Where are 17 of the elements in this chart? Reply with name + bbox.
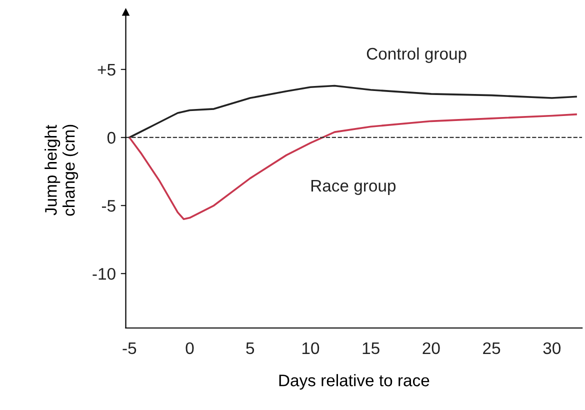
x-tick-label: 15: [362, 342, 380, 354]
x-tick-label: 0: [186, 342, 194, 354]
line-series: [128, 113, 577, 220]
y-axis-title: Jump height change (cm): [44, 124, 78, 216]
text: Race group: [311, 180, 396, 195]
series-label: Control group: [366, 47, 466, 63]
x-tick-label: 10: [302, 342, 320, 354]
x-tick-label: -5: [122, 342, 136, 354]
y-tick-label: 0: [107, 132, 116, 144]
x-tick-label: 20: [422, 342, 440, 354]
y-tick-label: +5: [98, 64, 116, 76]
y-tick-label: -5: [102, 200, 116, 212]
y-tick-label: -10: [92, 268, 116, 280]
x-axis-title: Days relative to race: [279, 374, 430, 390]
x-tick-label: 5: [246, 342, 254, 354]
x-tick-label: 25: [483, 342, 500, 354]
x-tick-label: 30: [543, 342, 561, 354]
